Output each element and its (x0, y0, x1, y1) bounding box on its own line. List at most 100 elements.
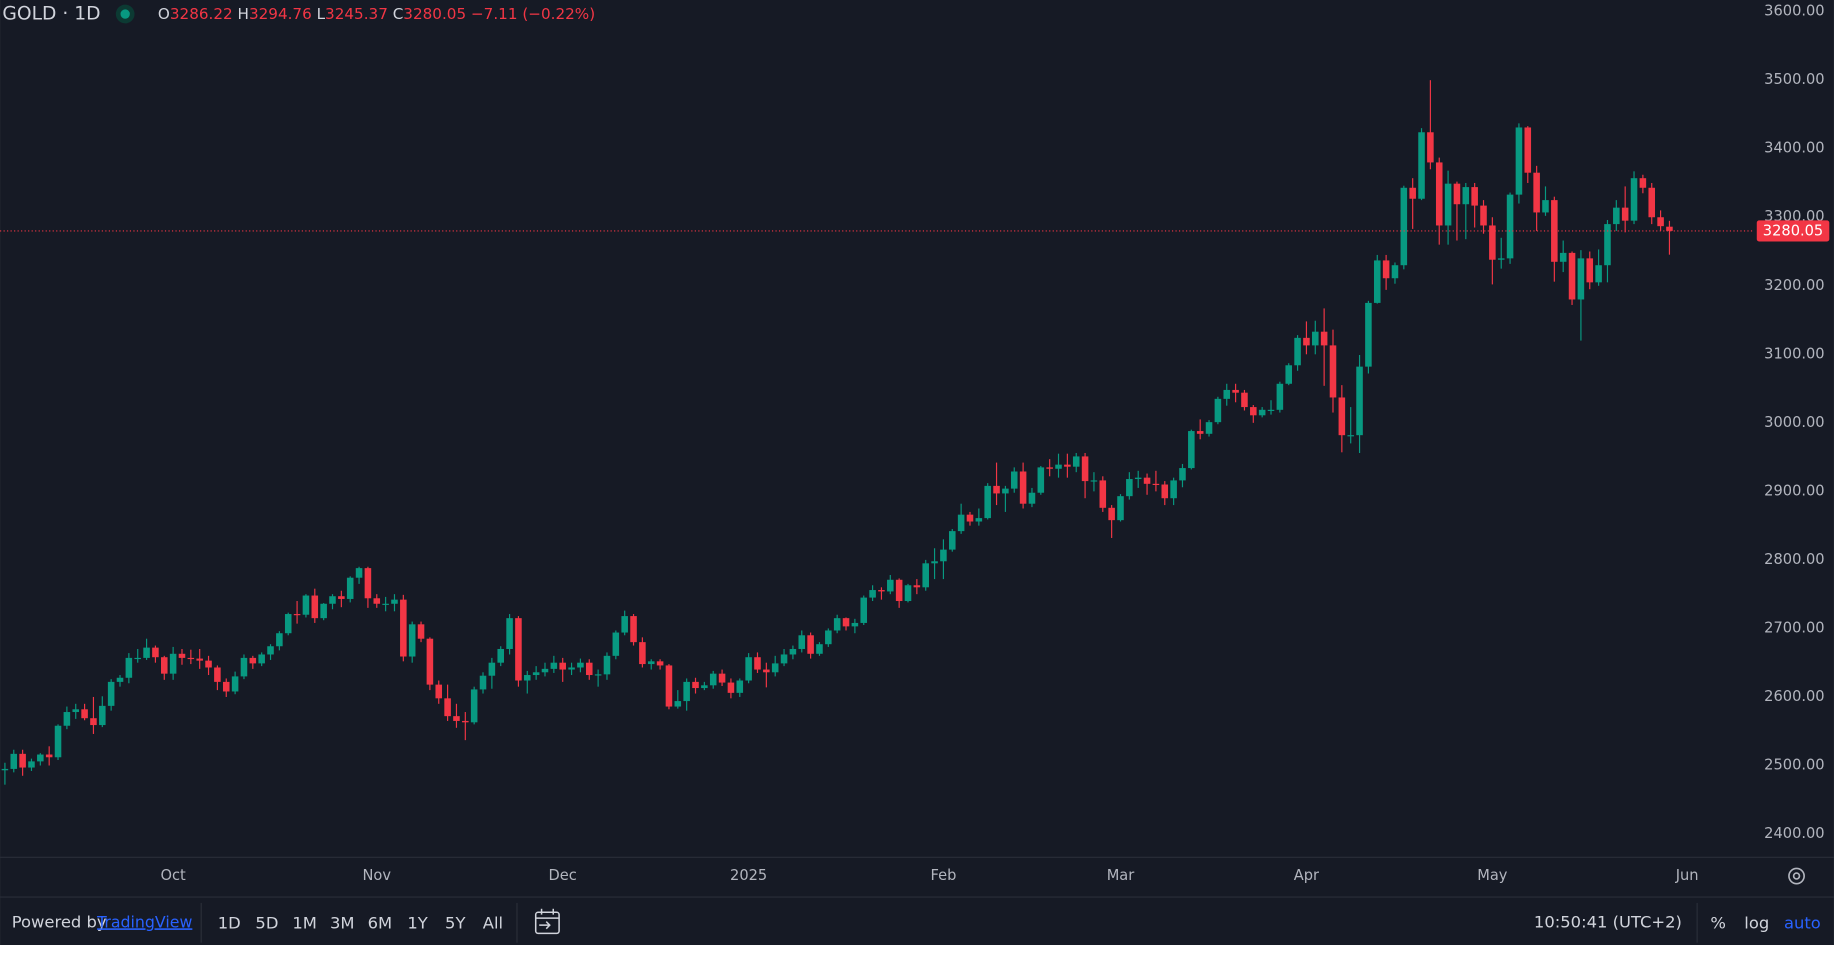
brand-link[interactable]: TradingView (96, 912, 192, 931)
candle-body (1019, 471, 1027, 504)
candle-body (1179, 468, 1186, 481)
candle-body (355, 568, 363, 578)
candle-body (276, 633, 283, 647)
y-tick-label: 2600.00 (1764, 688, 1824, 705)
candle-body (869, 590, 876, 598)
candle-body (1559, 252, 1567, 262)
candle-body (1604, 224, 1611, 266)
candle-body (1064, 464, 1071, 467)
candle-body (391, 599, 398, 604)
x-tick-label: 2025 (730, 867, 767, 884)
candle-body (1515, 127, 1523, 195)
candle-body (1108, 507, 1115, 521)
candle-body (966, 514, 974, 522)
candle-body (524, 675, 531, 681)
candle-body (647, 661, 655, 665)
candle-body (1329, 345, 1337, 398)
last-price-label: 3280.05 (1763, 222, 1823, 239)
range-button[interactable]: 1M (292, 913, 317, 932)
candle-body (1338, 397, 1346, 436)
candle-body (1002, 488, 1009, 494)
y-tick-label: 2500.00 (1764, 756, 1824, 773)
y-tick-label: 3500.00 (1764, 71, 1824, 88)
candle-body (338, 596, 345, 599)
candle-body (709, 673, 717, 686)
candle-body (28, 761, 35, 768)
candle-body (568, 667, 575, 670)
candle-body (63, 712, 71, 726)
range-button[interactable]: 5D (255, 913, 278, 932)
ohlc-value: 3286.22 (170, 5, 233, 23)
candle-body (895, 579, 903, 602)
candle-body (949, 531, 956, 550)
candle-body (1657, 217, 1664, 227)
candle-body (674, 701, 682, 707)
candle-body (1506, 194, 1514, 259)
candle-body (364, 568, 372, 599)
candle-body (10, 753, 18, 769)
page-bottom (0, 945, 1834, 962)
candle-body (1577, 258, 1585, 300)
candle-body (1373, 260, 1381, 303)
candle-body (825, 630, 832, 645)
candle-body (214, 667, 221, 682)
x-tick-label: Apr (1294, 867, 1319, 884)
candle-body (284, 614, 292, 634)
candle-body (1595, 265, 1602, 283)
candle-body (382, 603, 389, 605)
candle-body (798, 635, 806, 649)
candle-body (107, 681, 115, 706)
candle-body (1480, 205, 1487, 226)
range-button[interactable]: 1Y (407, 913, 428, 932)
candle-body (1586, 258, 1594, 283)
percent-toggle[interactable]: % (1710, 913, 1726, 932)
log-toggle[interactable]: log (1744, 913, 1769, 932)
auto-toggle[interactable]: auto (1784, 913, 1821, 932)
candle-body (1143, 477, 1151, 484)
candle-body (887, 579, 894, 592)
range-button[interactable]: All (483, 913, 503, 932)
powered-by: Powered by (12, 912, 107, 931)
candle-body (161, 657, 168, 674)
candle-body (90, 718, 97, 726)
range-button[interactable]: 3M (330, 913, 355, 932)
candle-body (1099, 480, 1107, 508)
candle-body (736, 680, 744, 693)
candle-body (497, 648, 505, 663)
candle-body (143, 647, 150, 658)
y-tick-label: 3400.00 (1764, 140, 1824, 157)
candle-body (842, 618, 850, 627)
candle-body (612, 632, 620, 656)
candle-body (329, 596, 336, 604)
candle-body (462, 720, 469, 723)
date-range-button[interactable] (534, 908, 560, 935)
range-button[interactable]: 6M (368, 913, 393, 932)
candle-body (532, 672, 540, 676)
candle-body (993, 485, 1000, 494)
candle-body (541, 668, 549, 673)
y-tick-label: 3600.00 (1764, 3, 1824, 20)
candle-body (1568, 252, 1576, 300)
candle-body (408, 624, 416, 657)
range-button[interactable]: 5Y (445, 913, 466, 932)
settings-button[interactable] (1788, 867, 1805, 885)
candle-body (1037, 467, 1045, 493)
candle-body (178, 653, 186, 658)
candle-body (763, 669, 770, 673)
candle-body (594, 674, 602, 676)
candle-body (771, 663, 779, 673)
candle-body (1090, 480, 1098, 482)
candle-body (1188, 431, 1195, 469)
range-button[interactable]: 1D (218, 913, 241, 932)
candle-body (1072, 456, 1080, 467)
candle-body (515, 618, 522, 681)
candle-body (683, 681, 690, 702)
candle-body (72, 709, 80, 713)
ohlc-label: C (393, 5, 404, 23)
candle-body (1533, 172, 1540, 213)
candle-body (196, 658, 203, 661)
candle-body (665, 665, 673, 707)
candle-body (585, 662, 593, 676)
candle-body (1400, 187, 1408, 266)
